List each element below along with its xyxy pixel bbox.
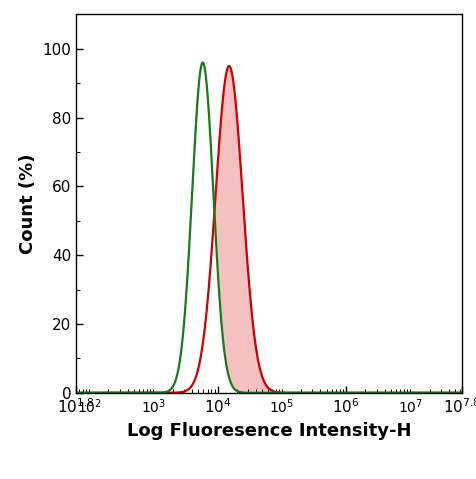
X-axis label: Log Fluoresence Intensity-H: Log Fluoresence Intensity-H — [127, 422, 411, 440]
Y-axis label: Count (%): Count (%) — [19, 153, 37, 254]
